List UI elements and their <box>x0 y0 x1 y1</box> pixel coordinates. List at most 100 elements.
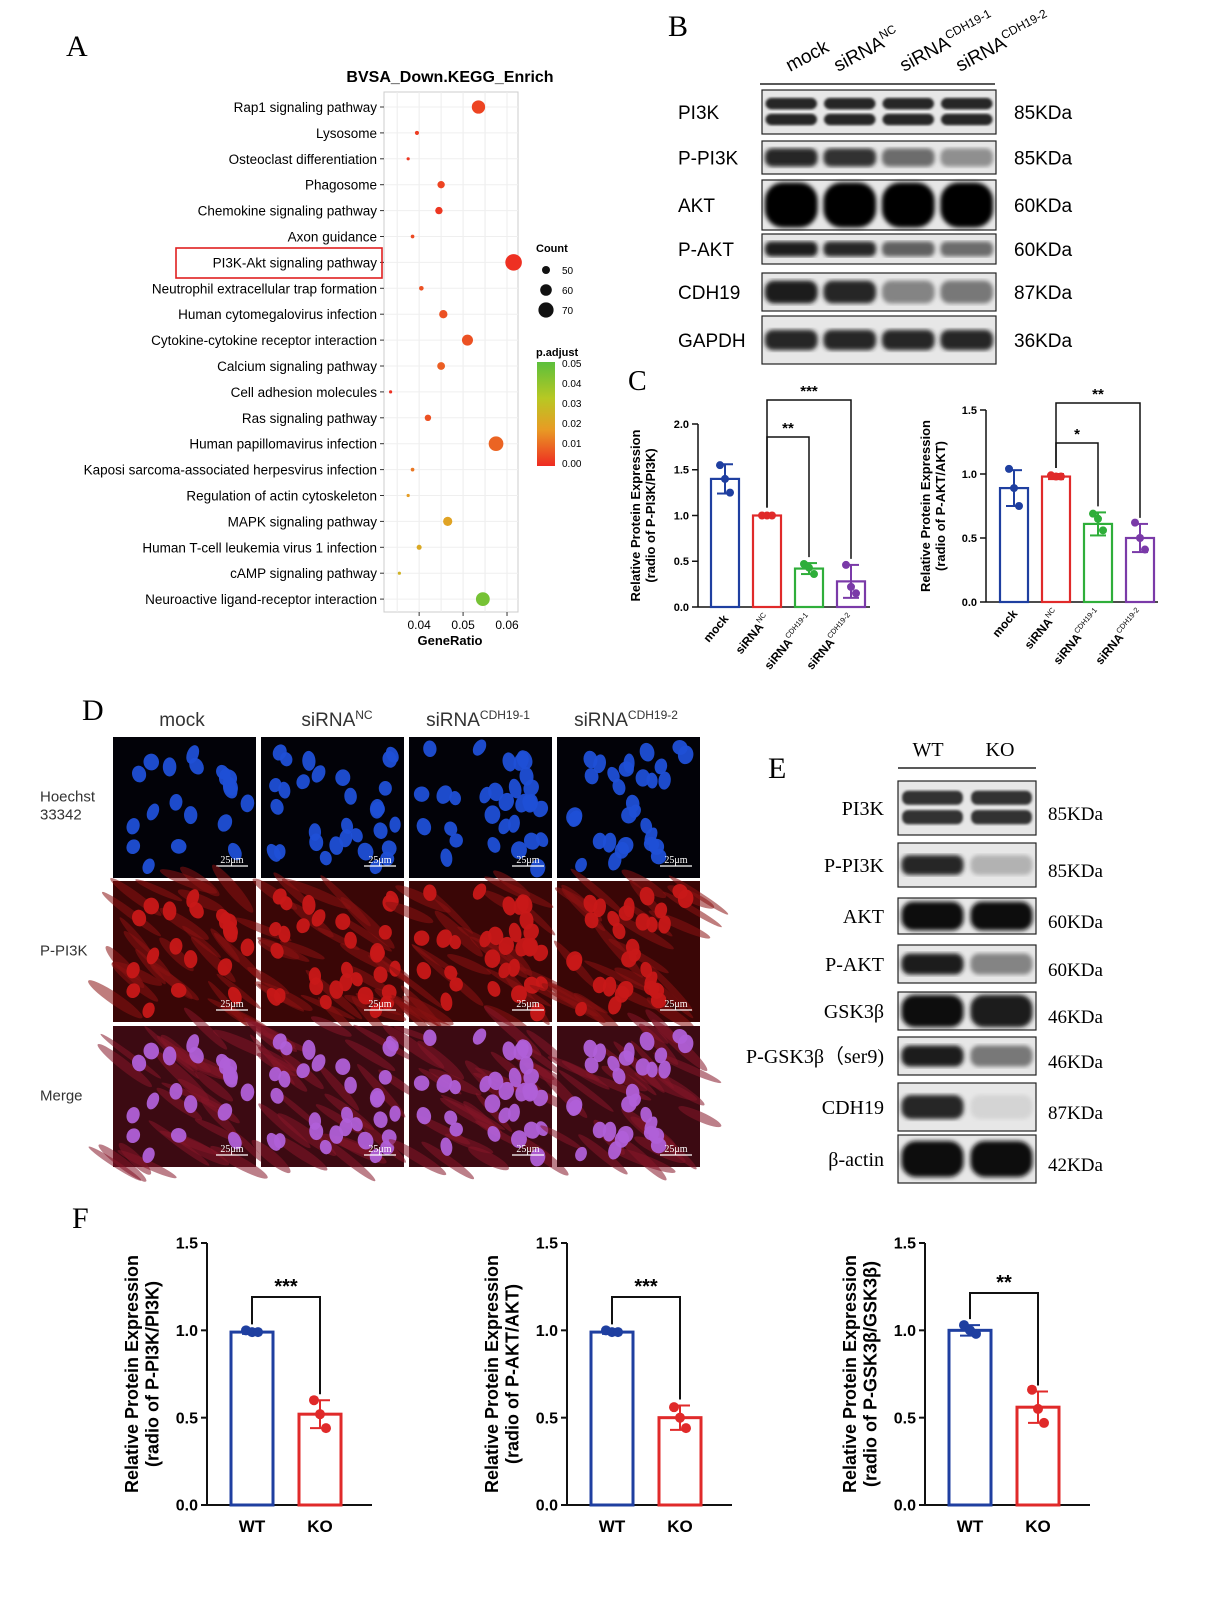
cell-nucleus <box>319 850 332 866</box>
cell-nucleus <box>508 958 520 977</box>
kegg-xtick-label: 0.06 <box>495 618 519 632</box>
scale-bar-label: 25μm <box>664 999 687 1010</box>
kegg-term-label: Osteoclast differentiation <box>229 152 377 167</box>
cell-nucleus <box>373 1111 388 1128</box>
kegg-dot <box>505 254 522 271</box>
blot-band <box>940 280 994 304</box>
count-legend-dot <box>540 284 552 296</box>
blot-band <box>901 953 964 975</box>
x-tick-label-sup: NC <box>1043 605 1057 619</box>
cell-nucleus <box>484 1094 501 1113</box>
cell-fiber <box>210 928 240 963</box>
blot-band <box>823 148 877 167</box>
significance-bracket <box>1055 402 1141 518</box>
y-tick-label: 0.5 <box>176 1410 198 1427</box>
cell-nucleus <box>416 962 432 980</box>
blot-band <box>901 1045 964 1067</box>
blot-row-label: AKT <box>843 906 884 928</box>
cell-nucleus <box>508 922 522 943</box>
kegg-dot <box>406 493 410 498</box>
kegg-term-label: Neuroactive ligand-receptor interaction <box>145 592 377 607</box>
cell-nucleus <box>654 902 668 919</box>
cell-nucleus <box>369 1088 385 1108</box>
cell-nucleus <box>240 938 255 957</box>
blot-row-label: P-AKT <box>678 240 734 261</box>
cell-nucleus <box>602 976 617 997</box>
cell-nucleus <box>228 986 242 1005</box>
kegg-title: BVSA_Down.KEGG_Enrich <box>346 69 553 86</box>
cell-nucleus <box>270 1087 284 1104</box>
cell-nucleus <box>635 769 651 787</box>
cell-nucleus <box>339 829 353 848</box>
blot-band <box>824 97 876 110</box>
y-axis-label-line: Relative Protein Expression <box>482 1255 502 1493</box>
kegg-dot <box>419 286 424 291</box>
kegg-dot <box>388 390 393 394</box>
significance-label: *** <box>800 383 818 400</box>
cell-fiber <box>610 913 674 950</box>
cell-nucleus <box>132 765 147 783</box>
micro-column-label-sup: NC <box>355 708 373 722</box>
scale-bar-label: 25μm <box>516 999 539 1010</box>
micro-column-label: siRNANC <box>301 708 373 731</box>
blot-band <box>970 953 1033 975</box>
cell-fiber <box>210 1145 268 1179</box>
cell-nucleus <box>592 976 607 994</box>
x-tick-label: mock <box>989 607 1020 640</box>
cell-nucleus <box>228 842 242 861</box>
micro-column-label: siRNACDH19-1 <box>426 708 530 731</box>
kegg-dot <box>439 310 448 319</box>
y-tick-label: 0.0 <box>674 602 689 614</box>
cell-nucleus <box>646 772 658 789</box>
cell-nucleus <box>126 839 141 855</box>
cell-nucleus <box>378 1070 392 1085</box>
blot-band <box>941 97 993 110</box>
micro-row-label-line: Hoechst <box>40 789 96 806</box>
cell-fiber <box>88 980 143 1019</box>
y-tick-label: 0.0 <box>894 1498 916 1515</box>
blot-band <box>901 901 964 931</box>
kegg-term-label: Regulation of actin cytoskeleton <box>186 489 377 504</box>
cell-fiber <box>382 1024 445 1069</box>
cell-fiber <box>662 891 722 928</box>
y-tick-label: 1.5 <box>536 1236 558 1253</box>
y-axis-label-line: (radio of P-AKT/AKT) <box>503 1284 523 1464</box>
blot-band <box>940 241 994 257</box>
blot-band <box>882 113 934 126</box>
cell-nucleus <box>223 924 238 943</box>
cell-nucleus <box>612 1067 626 1085</box>
cell-nucleus <box>488 782 504 802</box>
significance-label: *** <box>274 1276 298 1298</box>
scale-bar-label: 25μm <box>368 1144 391 1155</box>
blot-band <box>971 810 1032 825</box>
cell-nucleus <box>617 1126 634 1144</box>
y-tick-label: 0.5 <box>894 1410 916 1427</box>
kegg-dot <box>406 157 410 161</box>
scale-bar-label: 25μm <box>664 1144 687 1155</box>
cell-nucleus <box>592 832 607 850</box>
lane-label-sup: CDH19-2 <box>999 6 1050 42</box>
blot-row-label: PI3K <box>678 103 720 124</box>
bar-chart-f-akt: 0.0 0.5 1.0 1.5 Relative Protein Expression(… <box>482 1236 732 1536</box>
cell-fiber <box>417 1040 465 1080</box>
kegg-term-label: Calcium signaling pathway <box>217 359 377 374</box>
scale-bar-label: 25μm <box>220 999 243 1010</box>
cell-nucleus <box>413 786 430 802</box>
y-axis-label-line: (radio of P-PI3K/PI3K) <box>143 1281 163 1467</box>
cell-nucleus <box>602 1121 617 1142</box>
cell-nucleus <box>436 929 453 948</box>
cell-nucleus <box>143 753 160 771</box>
cell-nucleus <box>308 823 322 841</box>
lane-label: mock <box>782 36 832 76</box>
cell-nucleus <box>654 1047 668 1064</box>
cell-fiber <box>159 869 218 894</box>
x-tick-label: siRNACDH19-2 <box>802 611 857 673</box>
blot-band <box>823 182 877 228</box>
blot-kda-label: 85KDa <box>1048 861 1103 882</box>
cell-fiber <box>573 992 624 1037</box>
blot-band <box>765 97 817 110</box>
cell-nucleus <box>612 778 626 796</box>
data-point <box>726 488 734 497</box>
x-tick-label-sup: CDH19-1 <box>783 611 810 641</box>
cell-nucleus <box>440 1137 453 1156</box>
